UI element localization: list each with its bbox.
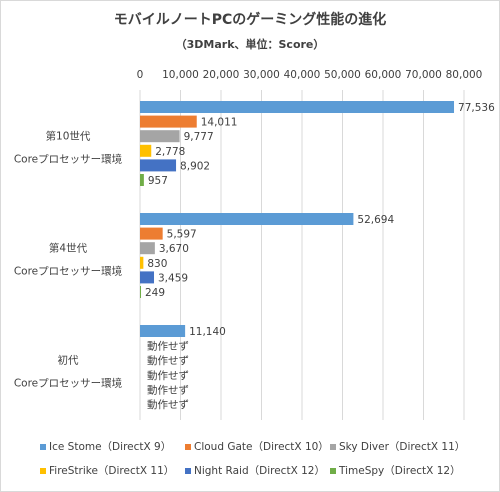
legend-swatch [330, 468, 336, 474]
category-label: 初代 [58, 354, 79, 367]
legend-swatch [185, 468, 191, 474]
data-label: 動作せず [147, 354, 189, 367]
legend-swatch [40, 444, 46, 450]
data-label: 3,459 [158, 272, 188, 284]
bar [140, 213, 354, 225]
data-label: 957 [148, 175, 168, 187]
bar [140, 242, 155, 255]
data-label: 5,597 [167, 229, 197, 241]
x-tick-label: 50,000 [324, 69, 361, 81]
x-tick-label: 30,000 [243, 69, 280, 81]
legend-label: TimeSpy（DirectX 12） [338, 465, 461, 477]
legend-label: Sky Diver（DirectX 11） [339, 441, 465, 453]
category-label: Coreプロセッサー環境 [14, 265, 122, 278]
legend-swatch [185, 444, 191, 450]
chart-subtitle: （3DMark、単位：Score） [176, 37, 325, 51]
x-tick-label: 0 [137, 69, 144, 81]
bars [140, 101, 455, 337]
x-tick-label: 40,000 [284, 69, 321, 81]
x-tick-label: 70,000 [405, 69, 442, 81]
bar [140, 227, 163, 240]
bar [140, 256, 144, 269]
data-label: 14,011 [201, 117, 238, 129]
legend-label: FireStrike（DirectX 11） [49, 465, 174, 477]
category-label: Coreプロセッサー環境 [14, 153, 122, 166]
bar [140, 174, 144, 186]
data-label: 動作せず [147, 398, 189, 411]
data-label: 52,694 [357, 214, 394, 226]
bar [140, 130, 180, 143]
legend: Ice Stome（DirectX 9） Cloud Gate（DirectX 1… [40, 441, 465, 477]
bar [140, 271, 155, 284]
legend-label: Night Raid（DirectX 12） [194, 465, 325, 477]
data-label: 830 [147, 258, 167, 270]
category-label: Coreプロセッサー環境 [14, 377, 122, 390]
x-tick-label: 60,000 [365, 69, 402, 81]
bar [140, 144, 152, 157]
data-label: 動作せず [147, 369, 189, 382]
data-label: 動作せず [147, 383, 189, 396]
data-label: 77,536 [458, 102, 495, 114]
legend-swatch [40, 468, 46, 474]
data-label: 動作せず [147, 340, 189, 353]
x-tick-label: 80,000 [446, 69, 483, 81]
x-axis-ticks: 0 10,000 20,000 30,000 40,000 50,000 60,000 70,… [137, 69, 483, 81]
legend-label: Cloud Gate（DirectX 10） [194, 441, 329, 453]
data-label: 2,778 [155, 146, 185, 158]
legend-label: Ice Stome（DirectX 9） [49, 441, 171, 453]
bar [140, 325, 186, 337]
bar [140, 101, 455, 113]
bar [140, 115, 197, 128]
bar [140, 159, 177, 172]
data-label: 3,670 [159, 243, 189, 255]
data-labels: 77,536 52,694 11,140 14,011 5,597 動作せず 9,777 3,… [145, 102, 495, 411]
x-tick-label: 20,000 [203, 69, 240, 81]
data-label: 11,140 [189, 326, 226, 338]
legend-swatch [330, 444, 336, 450]
data-label: 9,777 [184, 131, 214, 143]
x-tick-label: 10,000 [162, 69, 199, 81]
category-label: 第10世代 [46, 130, 91, 143]
category-label: 第4世代 [49, 242, 88, 255]
data-label: 8,902 [180, 160, 210, 172]
bar [140, 286, 142, 298]
chart-title: モバイルノートPCのゲーミング性能の進化 [114, 11, 387, 28]
data-label: 249 [145, 287, 165, 299]
